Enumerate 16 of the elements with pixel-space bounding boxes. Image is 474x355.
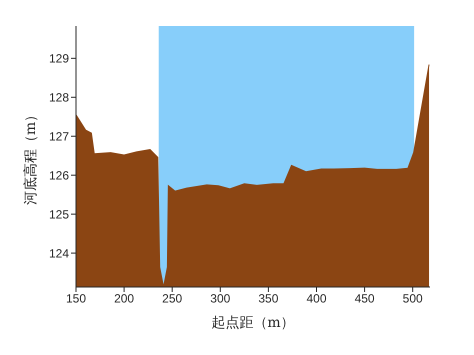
x-tick-label: 300 [210, 292, 231, 306]
y-tick-label: 125 [48, 207, 70, 222]
y-tick-label: 128 [48, 90, 70, 105]
x-axis-title: 起点距（m） [211, 315, 295, 331]
x-tick-label: 500 [402, 292, 424, 306]
x-tick-label: 450 [354, 292, 375, 306]
x-tick-label: 250 [162, 292, 183, 306]
y-axis-title: 河底高程（m） [22, 108, 39, 206]
x-tick-label: 200 [114, 292, 134, 306]
x-tick-label: 350 [258, 292, 279, 306]
x-tick-label: 150 [66, 292, 86, 306]
x-tick-label: 400 [306, 292, 327, 306]
y-tick-label: 126 [48, 168, 70, 182]
y-tick-label: 127 [48, 130, 70, 144]
y-tick-label: 124 [48, 246, 70, 260]
y-tick-label: 129 [48, 52, 70, 66]
